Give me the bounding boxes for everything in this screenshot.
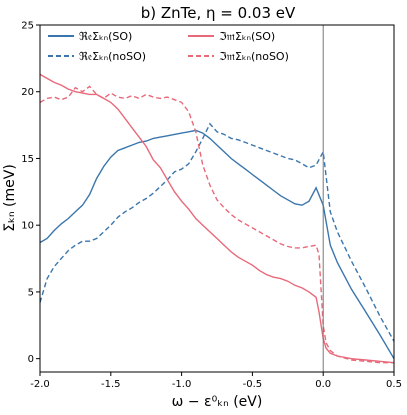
y-tick-label: 5 [28, 287, 34, 298]
legend-label: ℑ𝔪Σₖₙ(SO) [219, 30, 275, 43]
x-tick-label: 0.0 [315, 379, 331, 390]
y-tick-label: 0 [28, 354, 34, 365]
series-line-1 [39, 129, 395, 360]
series-line-2 [39, 122, 395, 342]
plot-area [39, 24, 395, 373]
series-layer [39, 73, 395, 364]
x-tick-label: -2.0 [30, 379, 50, 390]
axes-frame [39, 24, 395, 373]
legend-label: ℜ𝔢Σₖₙ(noSO) [79, 50, 146, 63]
x-tick-label: 0.5 [386, 379, 402, 390]
x-tick-label: -1.5 [101, 379, 121, 390]
y-tick-label: 25 [21, 21, 34, 32]
x-tick-label: -1.0 [172, 379, 192, 390]
series-line-4 [39, 85, 394, 364]
y-tick-label: 10 [21, 221, 34, 232]
legend: ℜ𝔢Σₖₙ(SO) ℜ𝔢Σₖₙ(noSO) ℑ𝔪Σₖₙ(SO) ℑ𝔪Σₖₙ(noSO) [48, 30, 289, 63]
y-tick-label: 15 [21, 154, 34, 165]
ticks: -2.0 -1.5 -1.0 -0.5 0.0 0.5 0 5 10 15 20 25 [21, 21, 402, 391]
x-axis-label: ω − ε⁰ₖₙ (eV) [172, 394, 263, 410]
legend-label: ℜ𝔢Σₖₙ(SO) [79, 30, 132, 43]
chart-title: b) ZnTe, η = 0.03 eV [141, 4, 296, 22]
series-line-3 [39, 73, 395, 364]
x-tick-label: -0.5 [243, 379, 263, 390]
y-tick-label: 20 [21, 87, 34, 98]
legend-label: ℑ𝔪Σₖₙ(noSO) [219, 50, 289, 63]
y-axis-label: Σₖₙ (meV) [2, 164, 18, 232]
